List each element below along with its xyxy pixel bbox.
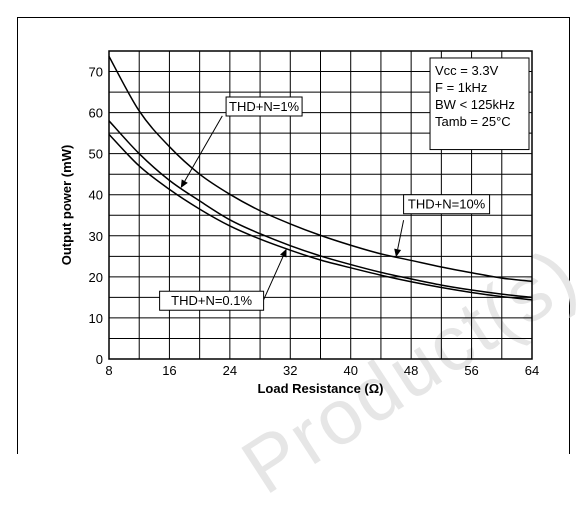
series-line-thd-n-0-1- bbox=[108, 133, 533, 301]
y-tick-label: 50 bbox=[89, 147, 103, 162]
conditions-box bbox=[429, 57, 530, 151]
y-tick-label: 40 bbox=[89, 188, 103, 203]
x-tick-label: 24 bbox=[223, 363, 237, 378]
condition-text: Vcc = 3.3V bbox=[435, 63, 499, 78]
figure-frame bbox=[17, 17, 570, 454]
series-line-thd-n-10- bbox=[108, 55, 533, 283]
y-tick-label: 20 bbox=[89, 270, 103, 285]
x-tick-label: 48 bbox=[404, 363, 418, 378]
x-tick-label: 8 bbox=[105, 363, 112, 378]
x-axis-label: Load Resistance (Ω) bbox=[257, 381, 383, 396]
x-tick-label: 40 bbox=[343, 363, 357, 378]
annotation-label: THD+N=10% bbox=[408, 197, 486, 212]
x-tick-label: 56 bbox=[464, 363, 478, 378]
annotation-arrowhead bbox=[280, 248, 287, 258]
condition-text: F = 1kHz bbox=[435, 80, 487, 95]
condition-text: Tamb = 25°C bbox=[435, 114, 511, 129]
annotation-arrowhead bbox=[394, 248, 402, 258]
y-tick-label: 0 bbox=[96, 352, 103, 367]
series-line-thd-n-1- bbox=[108, 120, 533, 299]
annotation-box bbox=[225, 96, 303, 117]
y-tick-label: 70 bbox=[89, 65, 103, 80]
annotation-arrow bbox=[184, 115, 223, 182]
plot-area-border bbox=[108, 50, 533, 360]
annotation-label: THD+N=1% bbox=[229, 99, 300, 114]
annotation-box bbox=[159, 290, 265, 311]
y-tick-label: 30 bbox=[89, 229, 103, 244]
x-tick-label: 64 bbox=[525, 363, 539, 378]
y-axis-label: Output power (mW) bbox=[59, 145, 74, 266]
output-power-chart: 8 16 24 32 40 48 56 64 0 10 20 30 40 50 60 70 Load Resis… bbox=[59, 50, 539, 396]
condition-text: BW < 125kHz bbox=[435, 97, 515, 112]
y-tick-label: 60 bbox=[89, 106, 103, 121]
annotation-box bbox=[403, 194, 491, 215]
annotation-arrow bbox=[397, 220, 405, 250]
annotation-label: THD+N=0.1% bbox=[171, 293, 252, 308]
x-tick-label: 16 bbox=[162, 363, 176, 378]
x-tick-label: 32 bbox=[283, 363, 297, 378]
y-tick-label: 10 bbox=[89, 311, 103, 326]
annotation-arrowhead bbox=[180, 179, 188, 189]
